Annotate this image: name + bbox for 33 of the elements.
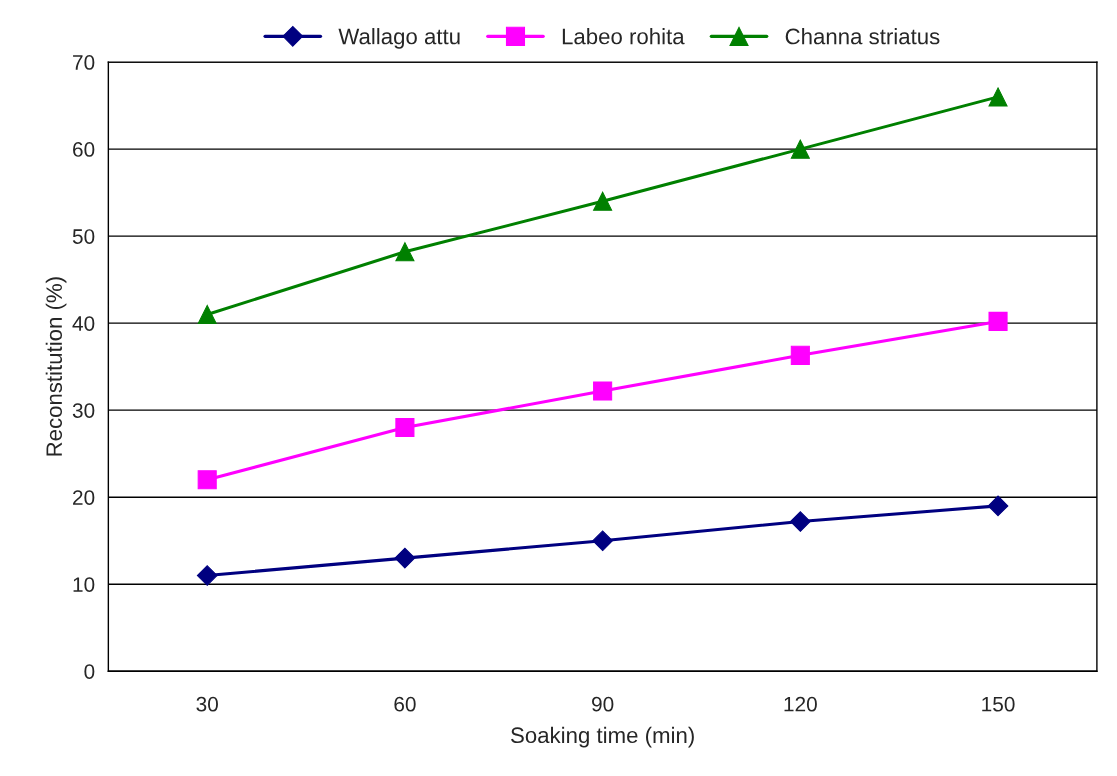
y-tick-label: 70 <box>73 55 95 70</box>
y-tick-label: 20 <box>73 490 95 505</box>
x-tick-label: 60 <box>394 696 416 712</box>
y-tick-label: 50 <box>72 229 95 244</box>
y-tick-label: 10 <box>73 577 95 592</box>
y-tick-label: 30 <box>72 403 95 418</box>
y-tick-label: 0 <box>84 664 95 679</box>
x-tick-label: 150 <box>982 696 1015 712</box>
point <box>790 139 810 159</box>
point <box>395 242 415 262</box>
point <box>395 418 415 438</box>
point <box>988 311 1008 331</box>
x-tick-label: 30 <box>196 696 218 712</box>
legend-label: Labeo rohita <box>562 28 685 45</box>
point <box>593 381 613 401</box>
point <box>592 530 613 552</box>
point <box>593 191 613 211</box>
point <box>394 547 416 569</box>
point <box>987 495 1009 517</box>
point <box>988 87 1008 107</box>
y-tick-label: 60 <box>73 142 95 157</box>
x-axis-title: Soaking time (min) <box>511 726 694 748</box>
point <box>197 304 217 324</box>
point <box>197 470 217 490</box>
point <box>789 511 811 532</box>
y-tick-label: 40 <box>72 316 95 331</box>
legend-label: Wallago attu <box>338 28 460 49</box>
y-axis-title: Reconstitution (%) <box>45 277 67 456</box>
x-tick-label: 120 <box>784 696 817 712</box>
point <box>790 345 810 365</box>
x-tick-label: 90 <box>592 696 614 712</box>
legend-label: Channa striatus <box>785 28 940 45</box>
point <box>196 565 218 586</box>
